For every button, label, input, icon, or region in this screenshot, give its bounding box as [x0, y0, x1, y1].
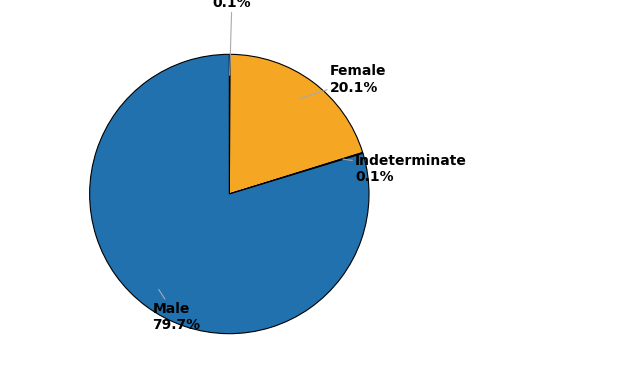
Text: Unknown
0.1%: Unknown 0.1% — [196, 0, 268, 75]
Text: Indeterminate
0.1%: Indeterminate 0.1% — [343, 154, 467, 184]
Text: Female
20.1%: Female 20.1% — [300, 64, 387, 99]
Wedge shape — [229, 152, 363, 194]
Wedge shape — [90, 54, 369, 334]
Text: Male
79.7%: Male 79.7% — [152, 289, 201, 332]
Wedge shape — [229, 54, 362, 194]
Wedge shape — [229, 54, 230, 194]
